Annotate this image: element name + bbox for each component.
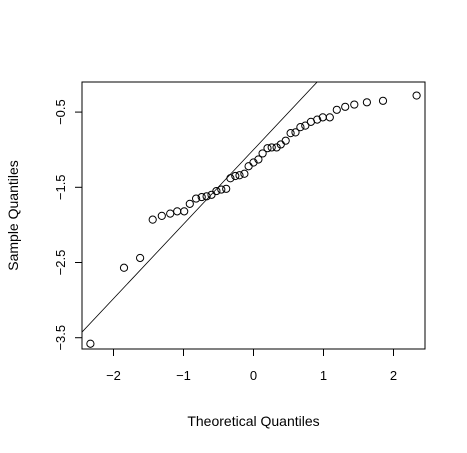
data-point <box>180 207 189 216</box>
y-tick-label: −0.5 <box>53 99 68 125</box>
x-axis-title: Theoretical Quantiles <box>187 413 319 429</box>
data-point <box>325 113 334 122</box>
data-point <box>301 121 310 130</box>
data-point <box>296 123 305 132</box>
x-tick-label: −1 <box>176 368 191 383</box>
data-point <box>254 155 263 164</box>
x-tick-label: 1 <box>320 368 327 383</box>
data-point <box>157 211 166 220</box>
data-point <box>226 174 235 183</box>
data-point <box>286 129 295 138</box>
data-point <box>258 149 267 158</box>
data-point <box>341 102 350 111</box>
x-tick-label: −2 <box>106 368 121 383</box>
x-tick-label: 2 <box>390 368 397 383</box>
data-point <box>291 128 300 137</box>
data-point <box>362 98 371 107</box>
data-point <box>240 169 249 178</box>
y-axis-title: Sample Quantiles <box>5 160 21 271</box>
data-point <box>166 209 175 218</box>
data-point <box>313 115 322 124</box>
data-point <box>350 100 359 109</box>
data-point <box>173 207 182 216</box>
data-point <box>212 186 221 196</box>
data-point <box>197 192 206 202</box>
y-tick-label: −3.5 <box>53 325 68 351</box>
data-point <box>231 171 240 181</box>
data-point <box>119 263 129 272</box>
plot-area <box>82 82 421 348</box>
data-point <box>136 253 145 263</box>
data-point <box>192 194 201 203</box>
y-axis: −3.5 −2.5 −1.5 −0.5 <box>53 99 83 351</box>
plot-box <box>81 81 426 350</box>
data-point <box>148 215 157 224</box>
data-point <box>244 162 253 171</box>
data-point <box>378 96 388 105</box>
y-tick-label: −2.5 <box>53 250 68 276</box>
data-point <box>202 192 211 201</box>
data-point <box>412 91 421 100</box>
x-tick-label: 0 <box>250 368 257 383</box>
y-tick-label: −1.5 <box>53 174 68 200</box>
data-point <box>222 184 231 193</box>
data-point <box>217 185 226 194</box>
data-point <box>272 143 281 152</box>
data-point <box>185 199 194 208</box>
reference-line <box>82 82 318 333</box>
data-point <box>86 339 95 348</box>
x-axis: −2 −1 0 1 2 <box>106 348 397 383</box>
data-point <box>263 144 272 153</box>
data-point <box>332 105 341 114</box>
data-point <box>267 143 276 152</box>
data-point <box>281 136 290 145</box>
data-point <box>235 171 244 180</box>
